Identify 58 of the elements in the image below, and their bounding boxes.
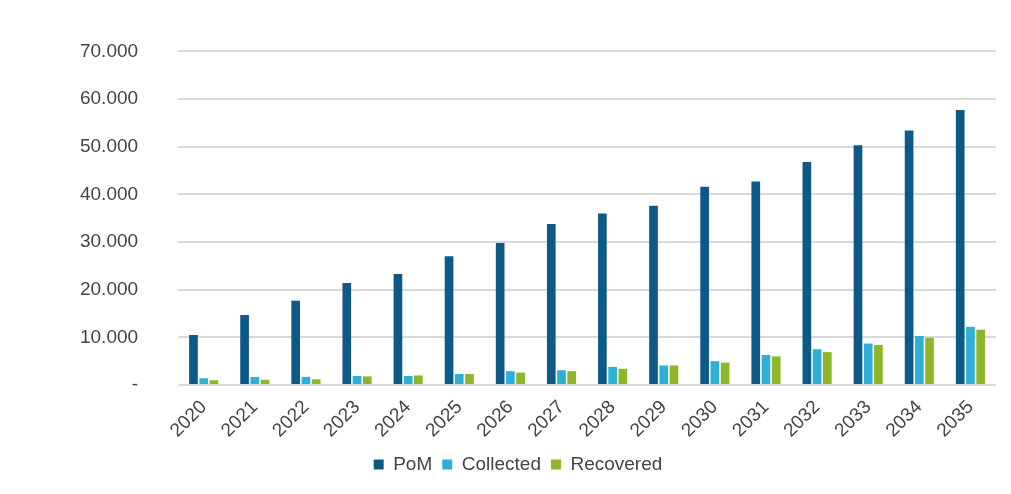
bar [751,181,761,384]
bar [649,205,658,384]
bar [301,376,311,384]
bar [812,349,822,384]
legend-label: PoM [393,452,433,474]
bar [240,314,249,384]
bar [250,376,260,384]
bar [700,186,709,384]
bar [925,337,934,384]
bar [557,370,566,384]
bar [802,161,812,384]
bar [189,334,198,384]
bar [342,283,352,384]
y-tick-label: 40.000 [79,182,139,204]
bar [506,371,515,384]
bar [976,329,986,384]
bar [414,375,423,384]
bar [720,362,730,384]
y-tick-label: 50.000 [79,134,139,156]
bar [874,344,883,384]
bar [914,335,924,384]
bar [495,242,505,384]
y-tick-label: 60.000 [79,87,139,109]
bar [403,375,413,384]
bar [444,256,454,384]
bar [955,110,965,384]
y-tick-label: 70.000 [79,39,139,61]
y-tick-label: 10.000 [79,325,139,347]
bar [863,343,873,384]
bar [669,365,679,384]
bar [567,371,577,384]
bar [352,375,362,384]
y-tick-label: 20.000 [79,277,139,299]
bar [710,361,720,384]
bar [546,223,556,384]
bar [598,213,607,384]
bar [853,145,863,384]
bar [771,356,781,384]
y-tick-label: - [131,373,139,395]
bar [209,380,219,384]
bar [199,378,209,384]
bar [618,368,628,384]
legend-label: Recovered [570,452,663,474]
bar [761,354,771,384]
bar [393,273,403,384]
bar [822,352,832,384]
bar [454,374,464,384]
bar [362,376,372,384]
bar [966,326,975,384]
bar [311,379,321,384]
bar [904,130,914,384]
bar [608,366,617,384]
bar [291,300,301,384]
bar [659,365,669,384]
bar [465,374,474,384]
y-tick-label: 30.000 [79,230,139,252]
bar [516,372,525,384]
legend-label: Collected [461,452,541,474]
